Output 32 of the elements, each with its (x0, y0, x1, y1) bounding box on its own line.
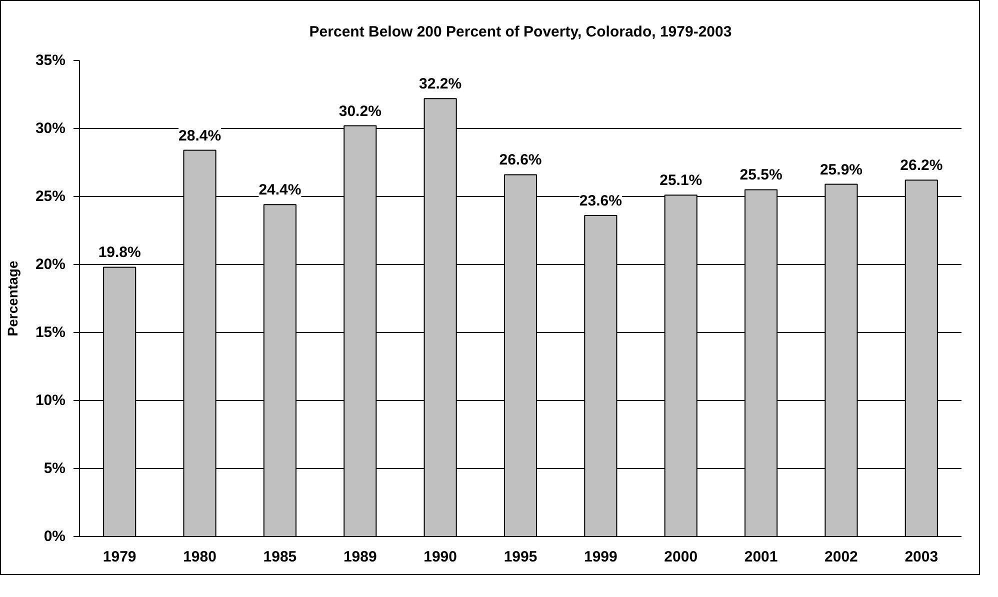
y-tick-label: 10% (35, 392, 66, 409)
x-tick-label: 1980 (183, 548, 216, 566)
x-tick-label: 1995 (504, 548, 538, 566)
chart-title: Percent Below 200 Percent of Poverty, Colorado, 1979-2003 (309, 24, 732, 40)
x-tick-label: 1989 (343, 548, 377, 566)
y-tick-label: 30% (35, 120, 66, 137)
x-tick-label: 2001 (744, 548, 778, 566)
data-label: 25.5% (740, 166, 782, 184)
data-label: 25.9% (820, 161, 863, 178)
data-label: 23.6% (579, 192, 622, 210)
y-tick-label: 35% (35, 52, 66, 69)
y-tick-label: 20% (35, 256, 66, 273)
data-label: 24.4% (258, 182, 302, 199)
x-tick-label: 2003 (904, 548, 938, 566)
data-label: 28.4% (178, 127, 222, 144)
y-tick-label: 25% (35, 188, 66, 205)
y-axis-title: Percentage (4, 260, 20, 336)
x-tick-label: 1985 (263, 548, 297, 566)
y-tick-label: 5% (44, 460, 66, 477)
x-tick-label: 1979 (102, 548, 136, 566)
data-label: 25.1% (660, 172, 702, 190)
x-tick-label: 2000 (664, 548, 698, 566)
data-label: 26.2% (900, 157, 943, 174)
x-tick-label: 1990 (424, 548, 458, 566)
x-tick-label: 1999 (584, 548, 618, 566)
data-label: 30.2% (338, 102, 382, 120)
data-label: 19.8% (98, 244, 141, 262)
x-tick-label: 2002 (824, 548, 858, 566)
data-label: 26.6% (499, 152, 542, 169)
y-tick-label: 15% (35, 324, 66, 341)
data-label: 32.2% (419, 76, 462, 93)
y-tick-label: 0% (44, 528, 66, 545)
